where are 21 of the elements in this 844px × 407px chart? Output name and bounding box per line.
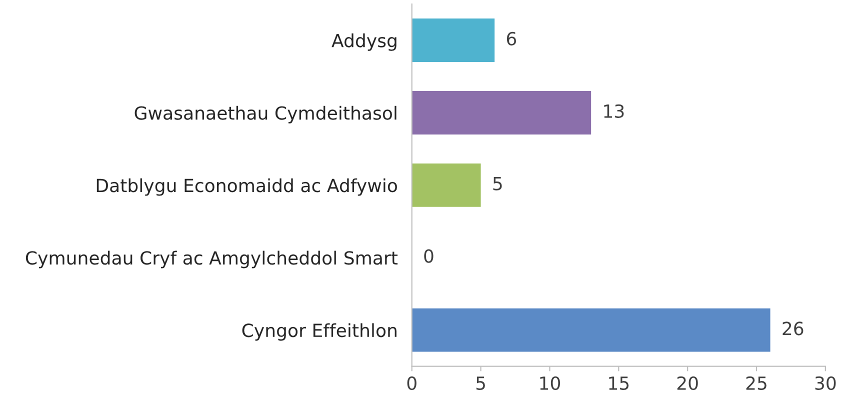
bar: [412, 308, 770, 352]
x-tick-label: 15: [609, 376, 629, 390]
data-label: 0: [424, 249, 434, 263]
x-tick-label: 5: [476, 376, 485, 390]
bar: [412, 91, 592, 134]
x-tick-label: 10: [540, 376, 560, 390]
bar: [412, 18, 495, 62]
y-tick-label: Cyngor Effeithlon: [242, 323, 396, 341]
y-tick-label: Addysg: [332, 33, 396, 51]
bar: [412, 163, 481, 207]
data-label: 5: [493, 177, 502, 190]
data-label: 6: [506, 32, 516, 46]
x-tick-label: 25: [746, 376, 766, 390]
y-tick-label: Cymunedau Cryf ac Amgylcheddol Smart: [26, 250, 398, 268]
x-tick-label: 30: [815, 376, 836, 390]
y-tick-label: Gwasanaethau Cymdeithasol: [134, 106, 396, 124]
x-tick-label: 20: [677, 376, 698, 390]
y-tick-label: Datblygu Economaidd ac Adfywio: [96, 178, 397, 196]
data-label: 26: [782, 322, 804, 336]
x-tick-label: 0: [407, 376, 416, 390]
data-label: 13: [604, 104, 624, 118]
